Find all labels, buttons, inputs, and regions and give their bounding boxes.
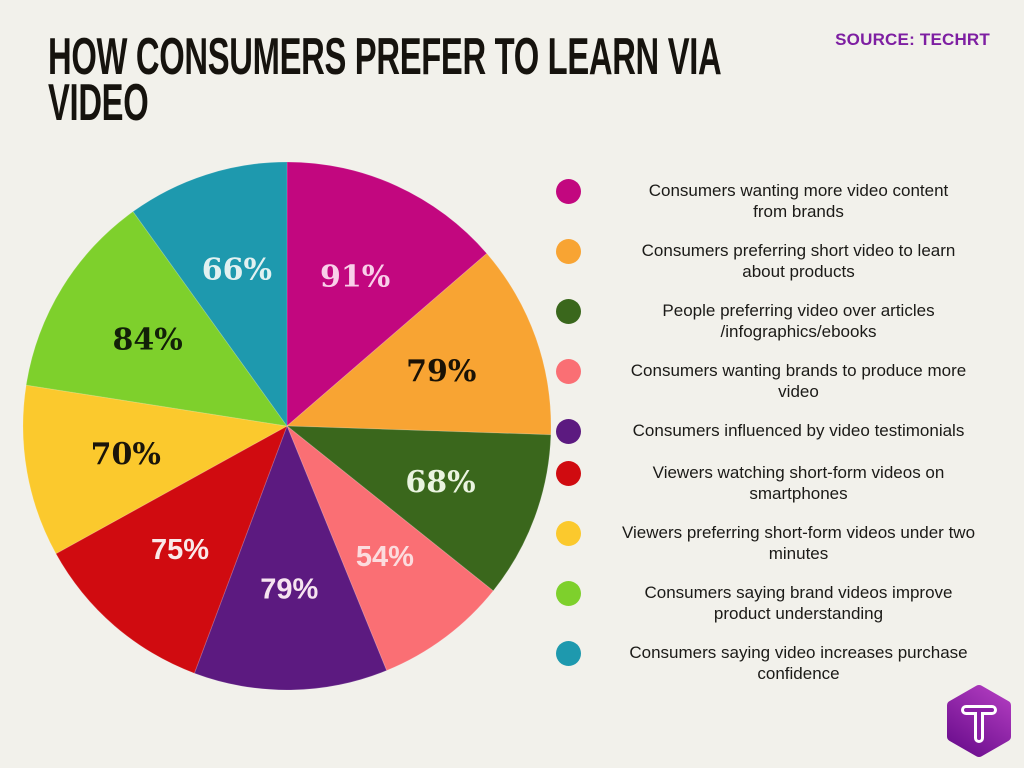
legend-item: Viewers watching short-form videos on sm… [556,461,1008,504]
pie-slice-value-label: 84% [112,323,182,358]
legend-dot-icon [556,461,581,486]
legend-label: Consumers wanting brands to produce more… [630,361,967,401]
legend-label: Consumers preferring short video to lear… [641,241,956,281]
legend-dot-icon [556,239,581,264]
legend-label: Viewers watching short-form videos on sm… [652,463,945,503]
pie-slice-9 [132,161,288,428]
pie-slice-value-label: 75% [151,534,209,566]
pie-slice-3 [285,425,552,592]
pie-slice-2 [285,252,552,436]
legend-label: People preferring video over articles /i… [662,301,935,341]
techrt-logo [943,683,1015,759]
legend-dot-icon [556,641,581,666]
pie-slice-4 [285,424,494,672]
pie-slice-8 [25,210,289,427]
legend-item: Consumers wanting brands to produce more… [556,359,1008,402]
pie-slice-value-label: 79% [406,354,476,389]
legend-dot-icon [556,521,581,546]
page-title: HOW CONSUMERS PREFER TO LEARN VIA VIDEO [48,28,1024,132]
legend-label: Consumers influenced by video testimonia… [632,421,965,440]
legend: Consumers wanting more video content fro… [556,179,1008,684]
techrt-logo-icon [947,685,1011,757]
legend-label: Viewers preferring short-form videos und… [621,523,976,563]
legend-label: Consumers saying brand videos improve pr… [644,583,953,623]
legend-label: Consumers saying video increases purchas… [629,643,968,683]
legend-item: Consumers saying video increases purchas… [556,641,1008,684]
legend-dot-icon [556,581,581,606]
legend-item: Viewers preferring short-form videos und… [556,521,1008,564]
legend-item: Consumers saying brand videos improve pr… [556,581,1008,624]
pie-slice-value-label: 54% [356,541,414,573]
legend-item: Consumers preferring short video to lear… [556,239,1008,282]
page-title-line1: HOW CONSUMERS PREFER TO LEARN VIA [48,28,722,86]
legend-item: Consumers influenced by video testimonia… [556,419,1008,444]
pie-slice-6 [55,424,288,674]
pie-slice-value-label: 91% [320,260,390,295]
pie-slice-value-label: 68% [405,465,475,500]
pie-slice-value-label: 79% [260,574,318,606]
pie-slice-value-label: 66% [202,253,272,288]
legend-dot-icon [556,359,581,384]
pie-slice-1 [286,161,488,428]
legend-dot-icon [556,299,581,324]
legend-item: People preferring video over articles /i… [556,299,1008,342]
pie-slice-value-label: 70% [91,437,161,472]
page-title-line2: VIDEO [48,74,149,132]
pie-slice-5 [193,424,388,691]
pie-slice-7 [22,384,289,555]
legend-item: Consumers wanting more video content fro… [556,179,1008,222]
legend-dot-icon [556,179,581,204]
legend-dot-icon [556,419,581,444]
source-credit: SOURCE: TECHRT [835,30,990,49]
legend-label: Consumers wanting more video content fro… [648,181,949,221]
pie-chart: 91% 79% 68% 54% 79% 75% 70% 84% 66% [22,161,552,691]
